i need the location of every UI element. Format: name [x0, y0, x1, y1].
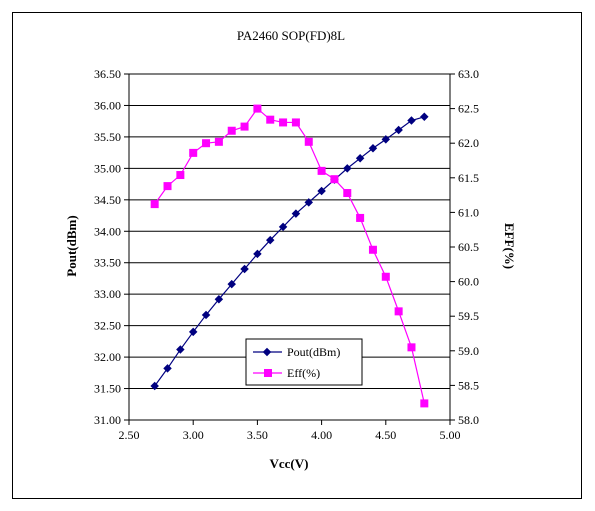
- y2-tick-label: 61.5: [458, 171, 479, 185]
- data-point-pout: [188, 327, 198, 337]
- x-tick-label: 2.50: [119, 428, 140, 442]
- x-tick-label: 4.00: [311, 428, 332, 442]
- y-tick-label: 34.50: [94, 193, 121, 207]
- data-point-eff: [163, 182, 172, 191]
- data-point-pout: [381, 135, 391, 144]
- data-point-pout: [227, 279, 236, 289]
- y2-axis-label: EFF(%): [502, 223, 517, 269]
- chart-frame: [12, 12, 582, 499]
- y-tick-label: 32.00: [94, 350, 121, 364]
- series-line-pout: [154, 116, 425, 387]
- data-point-eff: [176, 171, 185, 180]
- data-point-pout: [355, 154, 365, 163]
- x-tick-label: 3.00: [183, 428, 204, 442]
- legend-label-pout: Pout(dBm): [287, 345, 340, 359]
- y2-tick-label: 59.5: [458, 309, 479, 323]
- x-axis-label: Vcc(V): [270, 456, 309, 471]
- y-tick-label: 35.00: [94, 161, 121, 175]
- data-point-pout: [407, 116, 416, 125]
- data-point-eff: [330, 175, 339, 184]
- data-point-eff: [266, 115, 275, 124]
- data-point-pout: [150, 381, 159, 391]
- data-point-eff: [356, 213, 365, 222]
- y-tick-label: 34.00: [94, 224, 121, 238]
- y-axis-ticks: 31.00 31.50 32.00 32.50 33.00 33.50 34.00 34.50…: [94, 67, 129, 427]
- y2-tick-label: 59.0: [458, 344, 479, 358]
- y-tick-label: 32.50: [94, 319, 121, 333]
- y2-tick-label: 58.5: [458, 378, 479, 392]
- data-point-eff: [202, 139, 211, 148]
- legend-marker-eff: [264, 369, 272, 377]
- x-tick-label: 4.50: [375, 428, 396, 442]
- y2-tick-label: 62.5: [458, 102, 479, 116]
- data-point-pout: [317, 186, 326, 196]
- data-point-eff: [240, 122, 249, 131]
- y-tick-label: 31.00: [94, 413, 121, 427]
- data-point-eff: [253, 104, 262, 113]
- data-point-eff: [291, 118, 300, 127]
- data-point-pout: [368, 143, 378, 153]
- data-point-eff: [189, 148, 198, 157]
- data-point-pout: [265, 235, 275, 245]
- x-tick-label: 3.50: [247, 428, 268, 442]
- data-point-pout: [420, 112, 429, 122]
- series-layer: [150, 104, 429, 408]
- y-tick-label: 36.00: [94, 98, 121, 112]
- y2-tick-label: 61.0: [458, 205, 479, 219]
- y-tick-label: 31.50: [94, 382, 121, 396]
- data-point-pout: [304, 198, 314, 207]
- y2-tick-label: 60.5: [458, 240, 479, 254]
- data-point-pout: [278, 222, 288, 232]
- data-point-pout: [201, 310, 211, 320]
- data-point-eff: [214, 137, 223, 146]
- data-point-eff: [420, 399, 429, 408]
- data-point-pout: [214, 294, 224, 304]
- x-axis-ticks: 2.50 3.00 3.50 4.00 4.50 5.00: [119, 420, 461, 442]
- legend-marker-pout: [262, 347, 272, 357]
- data-point-pout: [394, 125, 403, 135]
- y2-tick-label: 63.0: [458, 67, 479, 81]
- y-tick-label: 35.50: [94, 130, 121, 144]
- y-tick-label: 33.50: [94, 256, 121, 270]
- legend-label-eff: Eff(%): [287, 366, 320, 380]
- legend: Pout(dBm) Eff(%): [245, 338, 363, 386]
- y-tick-label: 33.00: [94, 287, 121, 301]
- data-point-pout: [343, 164, 352, 173]
- y-axis-label: Pout(dBm): [64, 215, 79, 276]
- data-point-eff: [317, 166, 326, 175]
- data-point-eff: [279, 118, 288, 127]
- data-point-eff: [227, 126, 236, 135]
- y2-axis-ticks: 58.0 58.5 59.0 59.5 60.0 60.5 61.0 61.5 62.0 62.5…: [450, 67, 479, 427]
- data-point-eff: [150, 200, 159, 209]
- data-point-eff: [381, 272, 390, 281]
- y2-tick-label: 62.0: [458, 136, 479, 150]
- legend-box: [245, 338, 363, 386]
- y2-tick-label: 58.0: [458, 413, 479, 427]
- data-point-pout: [240, 264, 249, 274]
- chart-title: PA2460 SOP(FD)8L: [237, 28, 345, 43]
- data-point-eff: [304, 137, 313, 146]
- x-tick-label: 5.00: [440, 428, 461, 442]
- data-point-pout: [176, 345, 185, 354]
- y2-tick-label: 60.0: [458, 275, 479, 289]
- data-point-pout: [163, 364, 172, 373]
- series-line-eff: [154, 107, 425, 404]
- data-point-eff: [368, 245, 377, 254]
- data-point-eff: [407, 343, 416, 352]
- y-tick-label: 36.50: [94, 67, 121, 81]
- data-point-eff: [394, 307, 403, 316]
- data-point-eff: [343, 189, 352, 198]
- data-point-pout: [291, 209, 301, 218]
